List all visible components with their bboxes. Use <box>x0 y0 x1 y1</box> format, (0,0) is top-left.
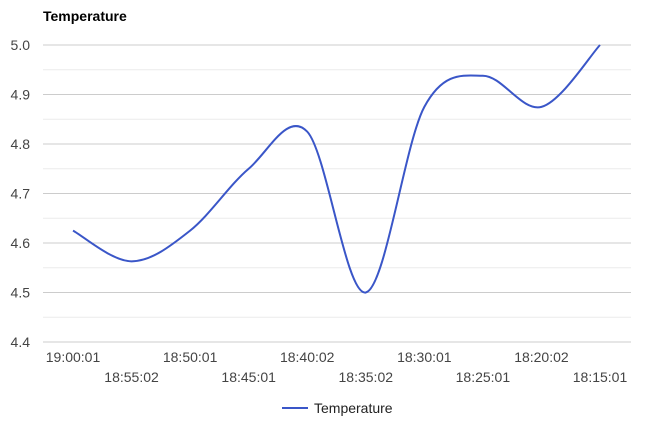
x-tick-label: 18:30:01 <box>397 349 452 365</box>
x-tick-label: 18:25:01 <box>456 369 511 385</box>
x-tick-label: 18:55:02 <box>104 369 159 385</box>
x-tick-label: 18:50:01 <box>163 349 218 365</box>
series-line-temperature <box>72 44 601 294</box>
x-tick-label: 18:15:01 <box>573 369 628 385</box>
x-tick-label: 18:35:02 <box>339 369 394 385</box>
legend[interactable]: Temperature <box>282 400 393 416</box>
series-layer <box>72 44 601 294</box>
y-tick-label: 5.0 <box>11 37 31 53</box>
y-axis: 4.4 4.5 4.6 4.7 4.8 4.9 5.0 <box>11 37 31 350</box>
y-tick-label: 4.6 <box>11 235 31 251</box>
y-tick-label: 4.8 <box>11 136 31 152</box>
y-tick-label: 4.7 <box>11 186 31 202</box>
x-tick-label: 19:00:01 <box>46 349 101 365</box>
y-tick-label: 4.9 <box>11 87 31 103</box>
y-tick-label: 4.4 <box>11 334 31 350</box>
x-axis: 19:00:0118:55:0218:50:0118:45:0118:40:02… <box>46 349 628 385</box>
y-tick-label: 4.5 <box>11 285 31 301</box>
x-tick-label: 18:20:02 <box>514 349 569 365</box>
legend-label-temperature: Temperature <box>314 400 393 416</box>
x-tick-label: 18:40:02 <box>280 349 335 365</box>
x-tick-label: 18:45:01 <box>221 369 276 385</box>
grid-lines <box>43 44 631 343</box>
chart-title: Temperature <box>43 8 127 24</box>
